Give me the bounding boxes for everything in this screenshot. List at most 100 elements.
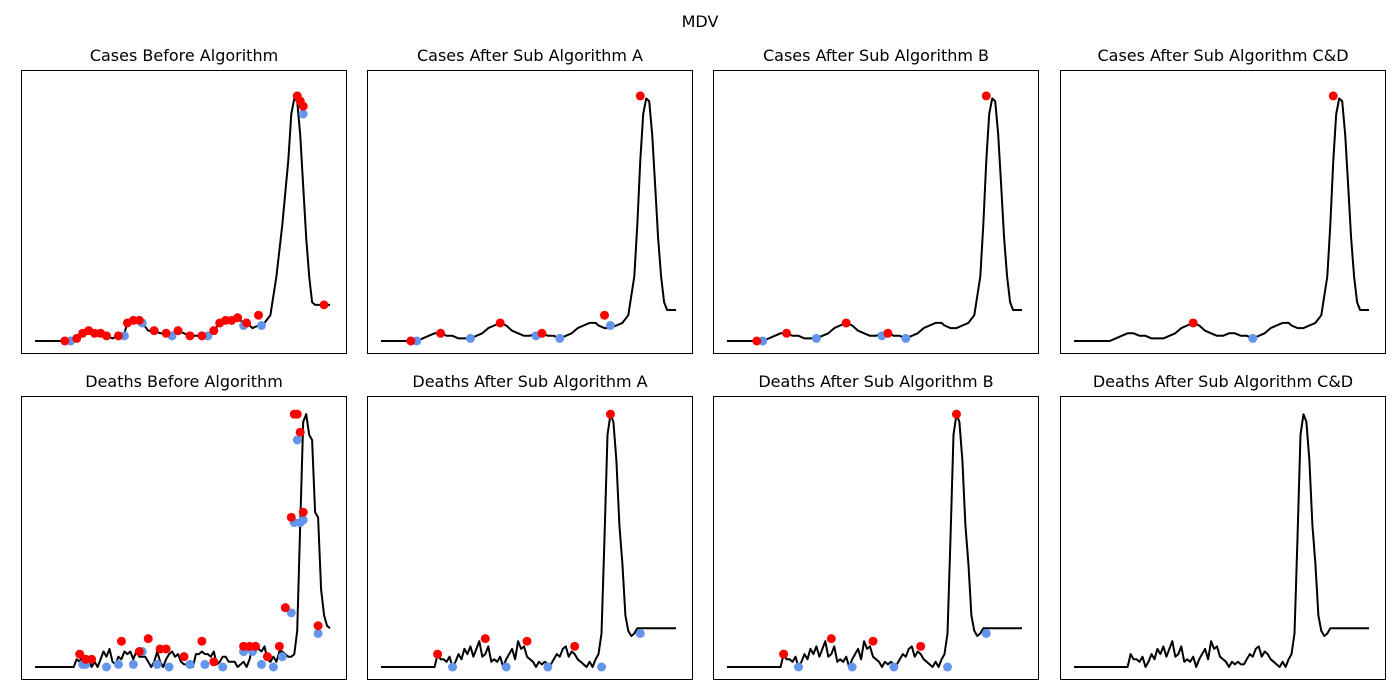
peak-marker [981,91,991,101]
peak-marker [951,409,961,419]
trough-marker [256,321,266,331]
peak-marker [75,649,85,659]
trough-marker [164,662,174,672]
subplot-title: Deaths After Sub Algorithm C&D [1093,372,1353,391]
subplot-5: Deaths Before Algorithm [21,372,347,680]
peak-marker [883,328,893,338]
peak-marker [406,336,416,346]
peak-marker [60,336,70,346]
series-line [727,97,1022,342]
peak-marker [209,326,219,336]
axes-frame [21,70,347,354]
subplot-8: Deaths After Sub Algorithm C&D [1060,372,1386,680]
axes-frame [21,396,347,680]
peak-marker [242,318,252,328]
trough-marker [543,662,553,672]
figure-title: MDV [682,12,719,31]
peak-marker [262,652,272,662]
trough-marker [292,435,302,445]
subplot-1: Cases Before Algorithm [21,46,347,354]
axes-frame [713,396,1039,680]
trough-marker [298,515,308,525]
peak-marker [841,318,851,328]
peak-marker [436,328,446,338]
series-line [35,97,330,342]
peak-marker [1188,318,1198,328]
peak-marker [916,641,926,651]
peak-marker [280,603,290,613]
peak-marker [313,621,323,631]
peak-marker [251,641,261,651]
peak-marker [72,333,82,343]
subplot-title: Deaths After Sub Algorithm B [758,372,993,391]
peak-marker [826,634,836,644]
peak-marker [1328,91,1338,101]
trough-marker [981,628,991,638]
trough-marker [102,662,112,672]
series-line [381,413,676,668]
trough-marker [889,662,899,672]
trough-marker [298,109,308,119]
axes-frame [713,70,1039,354]
axes-frame [1060,70,1386,354]
trough-marker [1248,333,1258,343]
peak-marker [179,652,189,662]
peak-marker [480,634,490,644]
trough-marker [268,662,278,672]
peak-marker [286,512,296,522]
subplot-7: Deaths After Sub Algorithm B [713,372,1039,680]
series-line [35,413,331,668]
axes-frame [367,396,693,680]
subplot-2: Cases After Sub Algorithm A [367,46,693,354]
trough-marker [943,662,953,672]
peak-marker [254,310,263,320]
trough-marker [555,333,565,343]
peak-marker [185,331,195,341]
peak-marker [116,636,126,646]
peak-marker [149,326,159,336]
subplot-6: Deaths After Sub Algorithm A [367,372,693,680]
peak-marker [209,657,219,667]
series-line [1074,413,1369,668]
series-line [727,413,1022,668]
peak-marker [495,318,505,328]
trough-marker [218,662,228,672]
trough-marker [465,333,475,343]
peak-marker [522,636,532,646]
trough-marker [256,659,266,669]
subplot-title: Cases After Sub Algorithm C&D [1097,46,1348,65]
trough-marker [200,659,210,669]
subplot-title: Cases After Sub Algorithm B [763,46,989,65]
peak-marker [102,331,112,341]
peak-marker [779,649,789,659]
subplot-3: Cases After Sub Algorithm B [713,46,1039,354]
panels: Cases Before Algorithm Cases After Sub Al… [21,46,1386,680]
trough-marker [313,628,323,638]
peak-marker [298,101,308,111]
trough-marker [185,659,195,669]
peak-marker [292,409,302,419]
subplot-title: Deaths After Sub Algorithm A [412,372,647,391]
trough-marker [286,608,296,618]
peak-marker [87,654,97,664]
peak-marker [298,507,308,517]
peak-marker [134,315,144,325]
subplot-title: Cases After Sub Algorithm A [417,46,643,65]
peak-marker [113,331,123,341]
subplot-4: Cases After Sub Algorithm C&D [1060,46,1386,354]
trough-marker [277,652,287,662]
trough-marker [605,321,615,331]
peak-marker [570,641,580,651]
trough-marker [794,662,804,672]
peak-marker [274,641,284,651]
peak-marker [161,328,171,338]
trough-marker [501,662,511,672]
series-line [381,97,676,342]
peak-marker [752,336,762,346]
axes-frame [367,70,693,354]
subplot-title: Deaths Before Algorithm [85,372,283,391]
trough-marker [847,662,857,672]
peak-marker [173,326,183,336]
trough-marker [597,662,607,672]
